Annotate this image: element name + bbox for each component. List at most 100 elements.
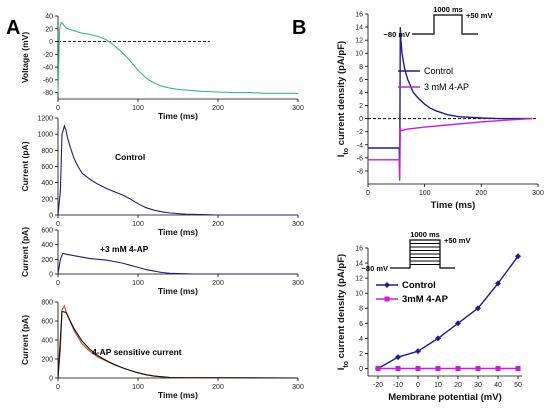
y-axis-label: Current (pA) xyxy=(20,315,30,365)
data-point xyxy=(495,365,501,371)
x-tick-label: 300 xyxy=(292,280,304,287)
y-tick-label: -4 xyxy=(357,142,363,149)
series-line-0 xyxy=(57,124,298,216)
data-point xyxy=(455,365,461,371)
y-tick-label: -20 xyxy=(43,52,53,59)
x-tick-label: 300 xyxy=(292,384,304,391)
data-point xyxy=(415,365,421,371)
legend-marker xyxy=(384,282,390,288)
y-tick-label: 12 xyxy=(355,276,363,283)
x-axis-label: Time (ms) xyxy=(158,227,198,237)
x-axis-label: Time (ms) xyxy=(158,390,198,400)
y-tick-label: -6 xyxy=(357,155,363,162)
data-point xyxy=(395,354,401,361)
y-tick-label: 4 xyxy=(359,336,363,343)
chart-a3: 0 200 400 600 0 100 200 300 Time (ms) Current (pA… xyxy=(20,227,304,296)
voltage-protocol-step xyxy=(412,14,478,35)
data-point xyxy=(435,365,441,371)
y-tick-label: 16 xyxy=(355,12,363,19)
x-tick-label: 10 xyxy=(434,382,442,389)
legend: Control 3mM 4-AP xyxy=(376,280,449,305)
legend-label: Control xyxy=(424,66,453,76)
series-line-control xyxy=(368,27,533,178)
x-tick-label: 0 xyxy=(56,280,60,287)
y-tick-label: 0 xyxy=(49,39,53,46)
data-point xyxy=(495,280,501,287)
series-line-3-mm-4-ap xyxy=(368,117,533,181)
y-axis-label: Ito current density (pA/pF) xyxy=(336,254,350,370)
x-tick-label: 300 xyxy=(532,190,544,197)
x-tick-label: 0 xyxy=(56,384,60,391)
series-line-1 xyxy=(57,310,299,379)
data-point xyxy=(395,365,401,371)
y-tick-label: 14 xyxy=(355,25,363,32)
x-tick-label: 100 xyxy=(419,190,431,197)
y-tick-label: 0 xyxy=(49,213,53,220)
x-tick-label: 0 xyxy=(366,190,370,197)
x-tick-label: 300 xyxy=(292,221,304,228)
x-axis-label: Time (ms) xyxy=(431,200,476,211)
data-point xyxy=(455,320,461,327)
legend-label: 3mM 4-AP xyxy=(402,294,449,305)
protocol-start-voltage: −80 mV xyxy=(362,264,388,273)
y-tick-label: 800 xyxy=(41,300,53,307)
x-tick-label: 300 xyxy=(292,105,304,112)
x-tick-label: 0 xyxy=(416,382,420,389)
chart-b1: -8 -6 -4 -2 0 2 4 6 8 10 12 14 16 0 100 200 300 Time (ms)… xyxy=(336,5,544,211)
legend-marker xyxy=(384,296,390,302)
y-tick-label: 14 xyxy=(355,261,363,268)
x-tick-label: 0 xyxy=(56,221,60,228)
panel-label-a: A xyxy=(6,17,20,39)
y-tick-label: 0 xyxy=(49,272,53,279)
data-point xyxy=(375,365,381,371)
x-tick-label: -20 xyxy=(373,382,383,389)
x-axis-label: Membrane potential (mV) xyxy=(388,392,502,403)
y-axis-label: Current (pA) xyxy=(20,141,30,191)
voltage-protocol-step xyxy=(390,239,455,269)
y-tick-label: 400 xyxy=(41,242,53,249)
chart-annotation: Control xyxy=(115,152,145,162)
y-tick-label: 2 xyxy=(359,351,363,358)
data-point xyxy=(475,365,481,371)
y-tick-label: -40 xyxy=(43,65,53,72)
data-point xyxy=(515,253,521,260)
panel-label-b: B xyxy=(292,17,306,39)
y-axis-label: Current (pA) xyxy=(20,227,30,277)
y-tick-label: 200 xyxy=(41,257,53,264)
y-tick-label: 40 xyxy=(45,14,53,21)
series-line-0 xyxy=(57,21,298,94)
y-tick-label: 0 xyxy=(49,376,53,383)
x-tick-label: 50 xyxy=(514,382,522,389)
chart-a4: 0 200 400 600 800 0 100 200 300 Time (ms) Current … xyxy=(20,300,304,401)
y-tick-label: 10 xyxy=(355,51,363,58)
y-tick-label: 600 xyxy=(41,319,53,326)
protocol-end-voltage: +50 mV xyxy=(466,11,492,20)
x-tick-label: 20 xyxy=(454,382,462,389)
protocol-duration: 1000 ms xyxy=(433,5,463,14)
y-tick-label: -2 xyxy=(357,129,363,136)
y-tick-label: 8 xyxy=(359,64,363,71)
x-tick-label: -10 xyxy=(393,382,403,389)
data-point xyxy=(415,348,421,355)
x-tick-label: 200 xyxy=(475,190,487,197)
y-tick-label: 1200 xyxy=(37,116,53,123)
x-tick-label: 30 xyxy=(474,382,482,389)
y-tick-label: -80 xyxy=(43,90,53,97)
y-tick-label: 2 xyxy=(359,103,363,110)
chart-a1: -80 -60 -40 -20 0 20 40 0 100 200 300 Time (ms) Volt… xyxy=(20,14,304,122)
chart-b2: 0 2 4 6 8 10 12 14 16 -20 -10 0 10 20 30 40 50 Membrane p… xyxy=(336,230,522,403)
y-tick-label: 600 xyxy=(41,164,53,171)
x-tick-label: 0 xyxy=(56,105,60,112)
y-tick-label: 600 xyxy=(41,228,53,235)
series-line-0 xyxy=(57,252,298,275)
y-tick-label: -8 xyxy=(357,168,363,175)
x-tick-label: 200 xyxy=(212,221,224,228)
x-tick-label: 100 xyxy=(132,280,144,287)
y-tick-label: 6 xyxy=(359,77,363,84)
x-axis-label: Time (ms) xyxy=(158,111,198,121)
chart-annotation: 4-AP sensitive current xyxy=(92,347,182,357)
x-tick-label: 100 xyxy=(132,384,144,391)
y-tick-label: 0 xyxy=(359,366,363,373)
y-tick-label: 16 xyxy=(355,246,363,253)
